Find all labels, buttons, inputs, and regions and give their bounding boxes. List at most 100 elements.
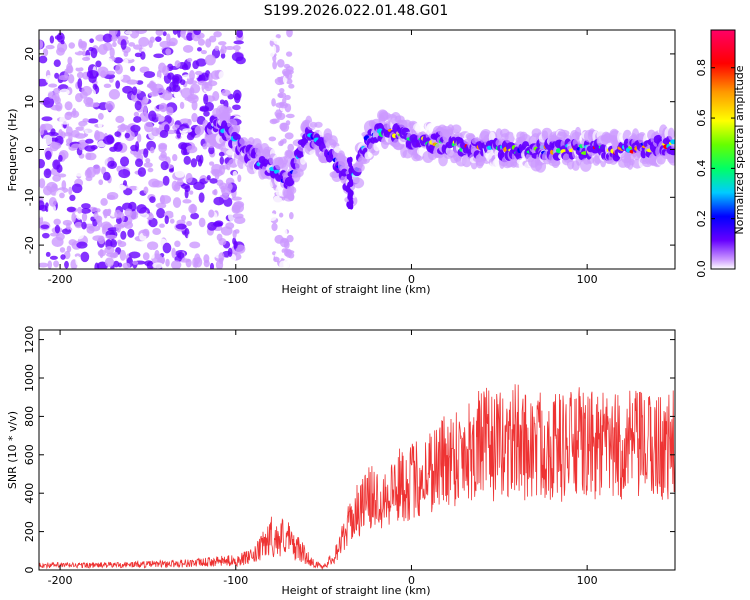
heatmap-noise-cell xyxy=(194,125,205,136)
heatmap-noise-cell xyxy=(288,212,294,220)
heatmap-noise-cell xyxy=(64,101,73,111)
heatmap-noise-cell xyxy=(128,251,141,259)
heatmap-ridge-halo xyxy=(220,110,231,123)
heatmap-noise-cell xyxy=(148,217,158,228)
heatmap-noise-cell xyxy=(179,101,185,110)
heatmap-noise-cell xyxy=(283,63,291,69)
heatmap-noise-cell xyxy=(114,131,122,138)
heatmap-noise-cell xyxy=(49,255,58,260)
heatmap-noise-cell xyxy=(134,52,142,58)
heatmap-noise-cell xyxy=(59,192,65,199)
snr-x-tick-label: 0 xyxy=(408,574,415,587)
heatmap-noise-cell xyxy=(66,206,76,213)
heatmap-noise-cell xyxy=(190,212,199,220)
snr-y-axis: 0 200 400 600 800 1000 1200 xyxy=(23,326,675,574)
heatmap-ridge-halo xyxy=(287,186,297,195)
heatmap-noise-cell xyxy=(271,98,276,107)
heatmap-noise-cell xyxy=(143,162,153,168)
heatmap-ridge-core xyxy=(232,133,241,141)
heatmap-noise-cell xyxy=(158,154,168,161)
heatmap-noise-cell xyxy=(162,91,173,101)
heatmap-noise-cell xyxy=(41,123,53,131)
heatmap-noise-cell xyxy=(204,54,216,66)
heatmap-noise-cell xyxy=(40,224,50,230)
heatmap-noise-cell xyxy=(269,118,278,125)
heatmap-noise-cell xyxy=(155,36,162,42)
heatmap-noise-cell xyxy=(76,248,87,253)
heatmap-noise-cell xyxy=(83,97,94,106)
heatmap-noise-cell xyxy=(279,87,285,94)
heatmap-noise-cell xyxy=(231,52,244,62)
snr-y-tick-label: 1000 xyxy=(23,364,36,392)
snr-y-tick-label: 800 xyxy=(23,406,36,427)
heatmap-noise-cell xyxy=(210,168,221,175)
heatmap-noise-cell xyxy=(96,208,101,213)
heatmap-noise-cell xyxy=(130,65,136,72)
heatmap-noise-cell xyxy=(78,40,88,49)
heatmap-ridge-halo xyxy=(353,162,365,173)
heatmap-noise-cell xyxy=(101,57,113,65)
heatmap-noise-cell xyxy=(142,228,150,237)
heatmap-noise-cell xyxy=(199,154,204,164)
heatmap-noise-cell xyxy=(105,234,117,239)
heatmap-noise-cell xyxy=(206,175,211,181)
heatmap-noise-cell xyxy=(213,196,225,206)
heatmap-noise-cell xyxy=(92,164,101,175)
heatmap-noise-cell xyxy=(287,143,295,152)
heatmap-noise-cell xyxy=(75,66,84,72)
heatmap-noise-cell xyxy=(74,221,83,229)
heatmap-noise-cell xyxy=(114,209,122,219)
heatmap-noise-cell xyxy=(45,44,55,50)
heatmap-noise-cell xyxy=(133,116,142,123)
heatmap-noise-cell xyxy=(268,136,277,142)
heatmap-noise-cell xyxy=(208,146,215,155)
heatmap-noise-cell xyxy=(142,252,150,261)
heatmap-noise-cell xyxy=(179,118,191,124)
heatmap-x-tick-label: 0 xyxy=(408,273,415,286)
heatmap-noise-cell xyxy=(39,39,44,50)
heatmap-noise-cell xyxy=(218,237,227,246)
heatmap-noise-cell xyxy=(232,170,238,177)
heatmap-noise-cell xyxy=(218,252,225,262)
heatmap-noise-cell xyxy=(54,72,60,79)
heatmap-noise-cell xyxy=(67,74,75,84)
heatmap-noise-cell xyxy=(118,169,131,179)
heatmap-noise-cell xyxy=(160,161,169,171)
heatmap-noise-cell xyxy=(59,88,70,96)
heatmap-noise-cell xyxy=(109,146,118,152)
heatmap-noise-cell xyxy=(109,47,115,58)
heatmap-noise-cell xyxy=(181,214,187,222)
heatmap-noise-cell xyxy=(166,129,177,135)
heatmap-noise-cell xyxy=(184,189,189,199)
heatmap-noise-cell xyxy=(56,41,68,53)
heatmap-noise-cell xyxy=(191,112,198,123)
heatmap-noise-cell xyxy=(207,221,217,231)
heatmap-noise-cell xyxy=(285,248,292,258)
heatmap-noise-cell xyxy=(123,58,129,65)
heatmap-noise-cell xyxy=(53,87,61,94)
heatmap-noise-cell xyxy=(42,48,49,57)
heatmap-noise-cell xyxy=(127,228,135,238)
heatmap-noise-cell xyxy=(104,257,115,268)
heatmap-noise-cell xyxy=(120,39,127,50)
heatmap-noise-cell xyxy=(171,247,176,259)
heatmap-noise-cell xyxy=(71,212,77,223)
heatmap-noise-cell xyxy=(132,260,139,265)
heatmap-noise-cell xyxy=(279,122,288,131)
heatmap-noise-cell xyxy=(143,148,149,158)
heatmap-noise-cell xyxy=(193,30,201,36)
heatmap-noise-cell xyxy=(277,76,282,83)
heatmap-noise-cell xyxy=(152,227,162,236)
heatmap-noise-cell xyxy=(66,222,71,230)
heatmap-noise-cell xyxy=(45,75,52,84)
heatmap-ridge-core xyxy=(668,148,675,156)
heatmap-ridge-core xyxy=(347,173,352,180)
heatmap-noise-cell xyxy=(178,39,190,46)
heatmap-noise-cell xyxy=(39,262,49,268)
heatmap-noise-cell xyxy=(192,257,197,268)
heatmap-noise-cell xyxy=(81,85,93,96)
heatmap-noise-cell xyxy=(97,66,109,77)
heatmap-noise-cell xyxy=(124,132,130,139)
heatmap-noise-cell xyxy=(74,170,85,177)
heatmap-noise-cell xyxy=(115,80,121,89)
